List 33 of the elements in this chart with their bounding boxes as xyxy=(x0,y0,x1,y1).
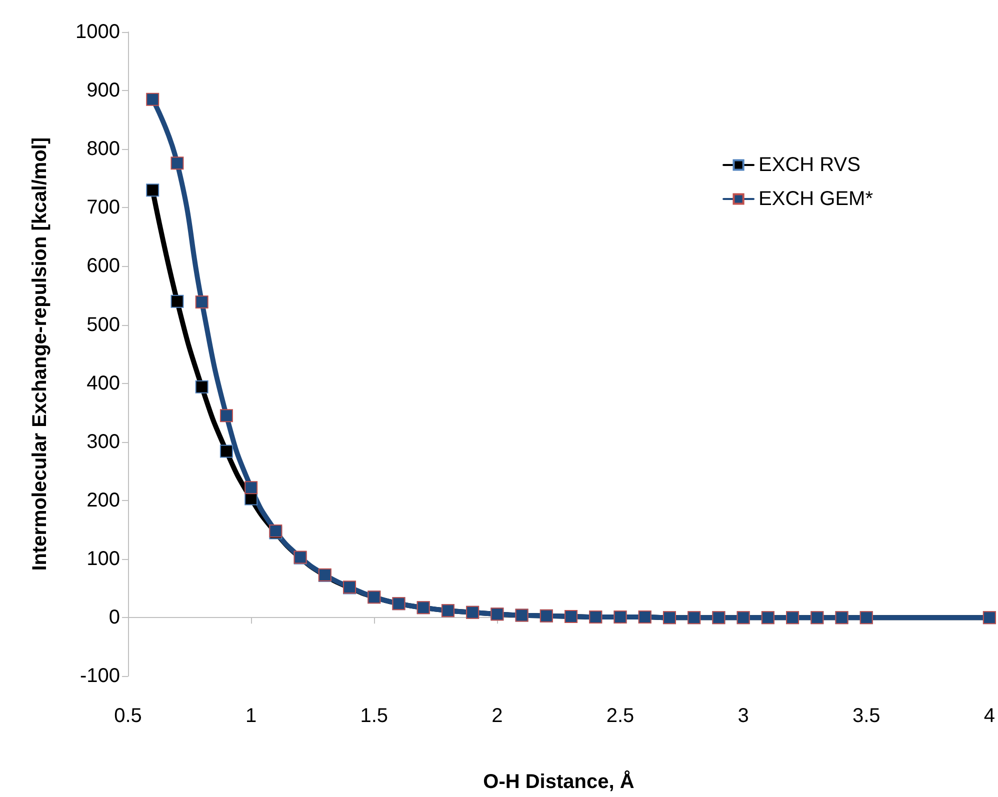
point xyxy=(170,156,184,170)
x-tick-label: 3.5 xyxy=(852,705,880,727)
point xyxy=(170,294,184,308)
legend-label: EXCH GEM* xyxy=(758,188,874,210)
x-tick-label: 1 xyxy=(246,705,257,727)
x-tick-label: 3 xyxy=(738,705,749,727)
y-tick-label: 600 xyxy=(86,255,120,278)
y-tick-label: -100 xyxy=(80,665,120,688)
point xyxy=(220,444,233,458)
y-tick-label: 700 xyxy=(86,196,120,219)
y-tick-label: 800 xyxy=(86,138,120,160)
point xyxy=(146,92,160,106)
x-axis-title: O-H Distance, Å xyxy=(483,770,634,793)
legend-label: EXCH RVS xyxy=(758,154,860,176)
x-tick-label: 0.5 xyxy=(114,705,142,727)
y-tick-label: 900 xyxy=(86,80,120,102)
x-tick-label: 4 xyxy=(984,705,995,727)
x-tick-label: 2.5 xyxy=(606,705,634,727)
y-tick-label: 500 xyxy=(86,314,120,336)
y-tick-label: 0 xyxy=(108,606,120,629)
x-tick-label: 1.5 xyxy=(360,705,388,727)
point xyxy=(195,380,208,394)
point xyxy=(220,409,233,422)
y-tick-label: 300 xyxy=(86,430,120,453)
y-tick-label: 1000 xyxy=(76,21,120,43)
y-axis-title: Intermolecular Exchange-repulsion [kcal/mol] xyxy=(29,137,51,571)
y-tick-label: 100 xyxy=(86,548,120,570)
point xyxy=(244,481,258,494)
point xyxy=(146,184,160,197)
y-tick-label: 400 xyxy=(86,372,120,394)
y-tick-label: 200 xyxy=(86,489,120,512)
point xyxy=(195,295,208,308)
x-tick-label: 2 xyxy=(492,705,503,727)
